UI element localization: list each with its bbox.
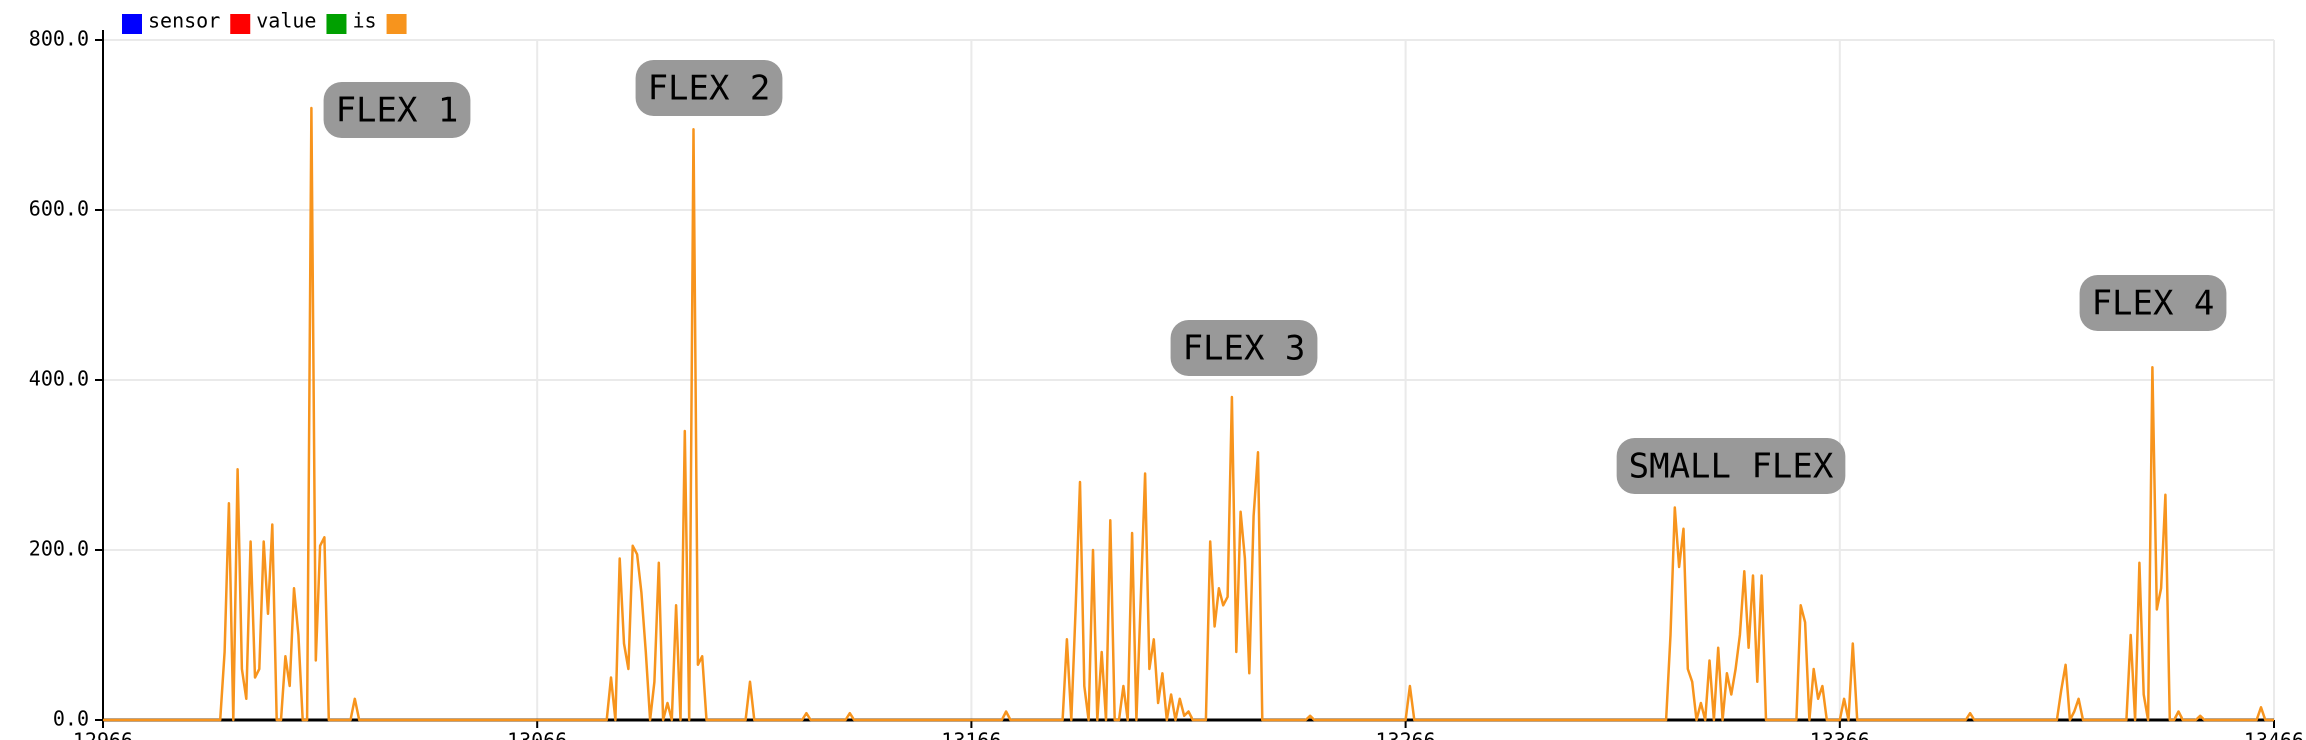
legend-label: sensor bbox=[148, 9, 220, 33]
y-tick-label: 0.0 bbox=[53, 707, 89, 731]
x-tick-label: 12966 bbox=[73, 729, 133, 740]
annotation: FLEX 4 bbox=[2079, 275, 2227, 331]
annotation-label: FLEX 3 bbox=[1183, 329, 1306, 369]
y-tick-label: 400.0 bbox=[29, 367, 89, 391]
annotation-box bbox=[1616, 438, 1846, 494]
x-tick-label: 13366 bbox=[1810, 729, 1870, 740]
annotation: FLEX 1 bbox=[323, 82, 471, 138]
annotation-label: SMALL FLEX bbox=[1629, 447, 1834, 487]
data-line bbox=[103, 106, 2274, 722]
annotation: FLEX 2 bbox=[635, 60, 783, 116]
legend-label: value bbox=[256, 9, 316, 33]
x-tick-label: 13466 bbox=[2244, 729, 2304, 740]
y-tick-label: 200.0 bbox=[29, 537, 89, 561]
annotation-box bbox=[635, 60, 783, 116]
annotation: FLEX 3 bbox=[1170, 320, 1318, 376]
annotation-box bbox=[1170, 320, 1318, 376]
annotation-box bbox=[323, 82, 471, 138]
y-tick-label: 800.0 bbox=[29, 27, 89, 51]
legend-label: is bbox=[352, 9, 376, 33]
x-tick-label: 13166 bbox=[941, 729, 1001, 740]
x-tick-label: 13266 bbox=[1375, 729, 1435, 740]
annotation-label: FLEX 4 bbox=[2092, 284, 2215, 324]
x-tick-label: 13066 bbox=[507, 729, 567, 740]
annotation-box bbox=[2079, 275, 2227, 331]
legend-swatch bbox=[122, 14, 142, 34]
legend-swatch bbox=[230, 14, 251, 34]
annotation-label: FLEX 1 bbox=[336, 91, 459, 131]
legend-swatch bbox=[386, 14, 407, 34]
legend-swatch bbox=[326, 14, 347, 34]
y-tick-label: 600.0 bbox=[29, 197, 89, 221]
annotation: SMALL FLEX bbox=[1616, 438, 1846, 494]
annotation-label: FLEX 2 bbox=[648, 69, 771, 109]
